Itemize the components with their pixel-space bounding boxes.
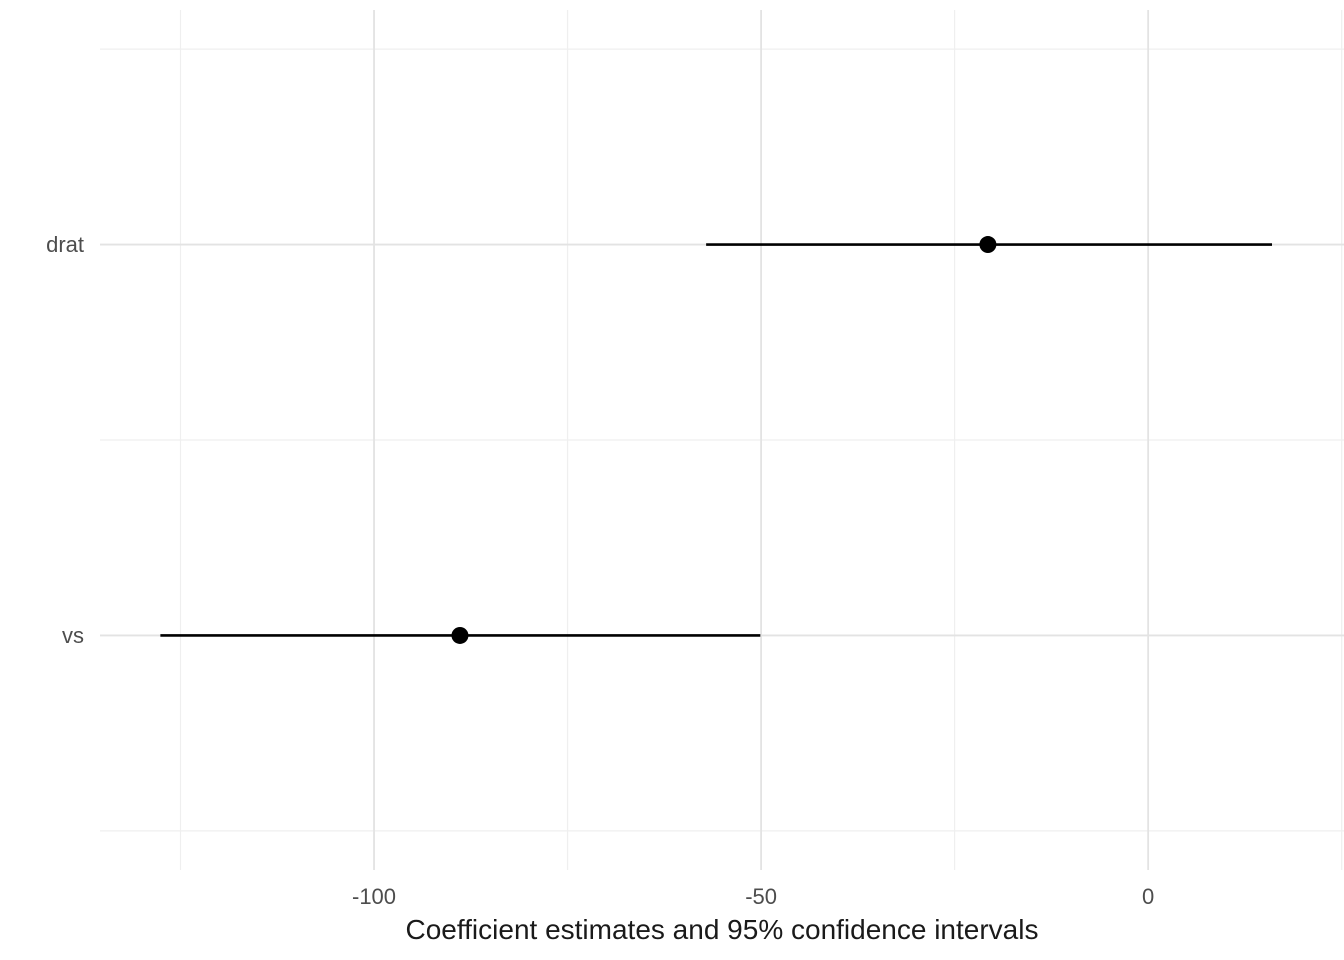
point-estimate-drat <box>979 236 997 254</box>
point-estimate-vs <box>451 626 469 644</box>
x-tick-label: -50 <box>745 884 777 909</box>
x-tick-label: -100 <box>352 884 396 909</box>
x-axis-title: Coefficient estimates and 95% confidence… <box>406 914 1039 945</box>
y-axis-label-drat: drat <box>46 232 84 257</box>
x-tick-label: 0 <box>1142 884 1154 909</box>
y-axis-label-vs: vs <box>62 623 84 648</box>
